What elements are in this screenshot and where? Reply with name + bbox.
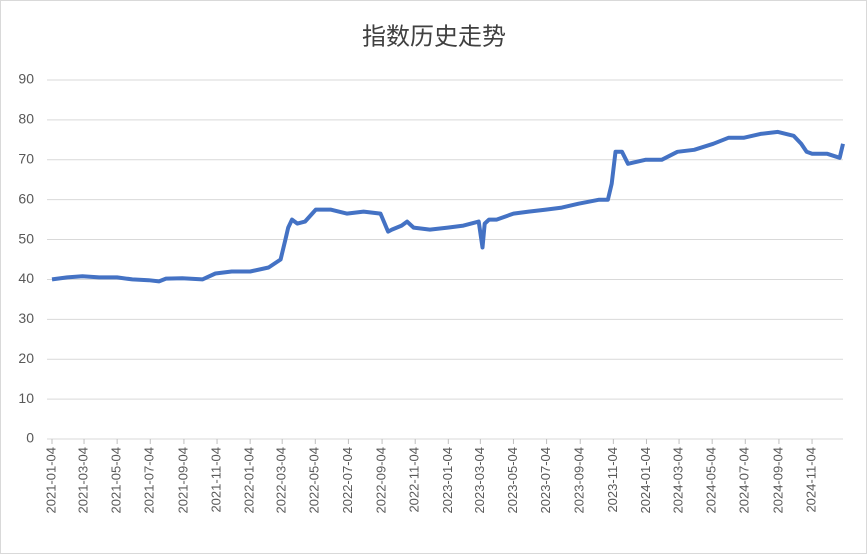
- x-tick-label: 2021-11-04: [208, 447, 223, 513]
- data-line: [51, 129, 845, 284]
- x-tick-label: 2022-11-04: [407, 447, 422, 513]
- x-tick-label: 2024-03-04: [670, 447, 685, 514]
- y-tick-label: 50: [18, 230, 34, 246]
- x-tick-label: 2022-05-04: [307, 447, 322, 514]
- y-tick-label: 0: [26, 430, 34, 446]
- x-tick-label: 2021-03-04: [75, 447, 90, 514]
- x-tick-label: 2022-09-04: [374, 447, 389, 514]
- x-tick-label: 2024-05-04: [704, 447, 719, 514]
- y-tick-label: 30: [18, 310, 34, 326]
- x-tick-label: 2023-01-04: [440, 447, 455, 514]
- x-tick-label: 2021-07-04: [142, 447, 157, 514]
- x-tick-label: 2024-09-04: [770, 447, 785, 514]
- x-tick-label: 2024-11-04: [803, 447, 818, 513]
- y-tick-label: 10: [18, 390, 34, 406]
- y-tick-label: 60: [18, 190, 34, 206]
- x-tick-label: 2024-01-04: [638, 447, 653, 514]
- x-tick-label: 2022-07-04: [340, 447, 355, 514]
- x-tick-label: 2021-09-04: [175, 447, 190, 514]
- x-tick-label: 2023-05-04: [505, 447, 520, 514]
- y-tick-label: 70: [18, 150, 34, 166]
- x-tick-label: 2021-01-04: [43, 447, 58, 514]
- x-tick-label: 2023-03-04: [472, 447, 487, 514]
- x-tick-label: 2022-01-04: [242, 447, 257, 514]
- x-tick-label: 2021-05-04: [109, 447, 124, 514]
- chart-title: 指数历史走势: [362, 23, 506, 51]
- x-tick-label: 2022-03-04: [274, 447, 289, 514]
- y-tick-label: 20: [18, 350, 34, 366]
- y-tick-label: 90: [18, 71, 34, 87]
- x-tick-label: 2023-11-04: [605, 447, 620, 513]
- x-tick-label: 2023-09-04: [572, 447, 587, 514]
- y-tick-label: 80: [18, 111, 34, 127]
- x-tick-label: 2023-07-04: [538, 447, 553, 514]
- x-tick-label: 2024-07-04: [737, 447, 752, 514]
- y-tick-label: 40: [18, 270, 34, 286]
